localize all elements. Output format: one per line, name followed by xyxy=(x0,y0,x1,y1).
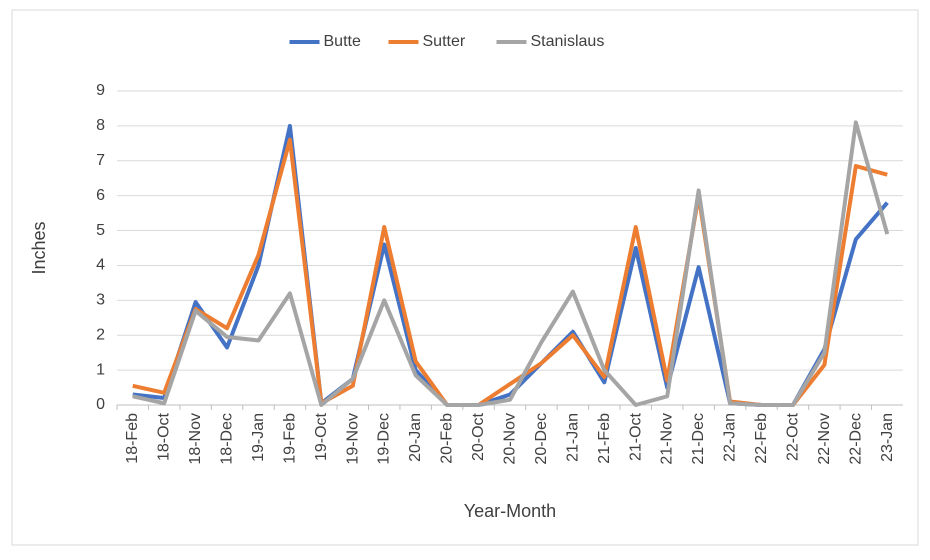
legend-label: Stanislaus xyxy=(531,33,605,50)
x-tick-label: 20-Feb xyxy=(439,413,456,464)
y-tick-label: 9 xyxy=(96,82,105,99)
x-tick-label: 21-Dec xyxy=(690,413,707,465)
legend-label: Butte xyxy=(324,33,361,50)
x-tick-label: 20-Oct xyxy=(470,412,487,461)
x-tick-label: 19-Nov xyxy=(344,413,361,465)
y-tick-label: 2 xyxy=(96,326,105,343)
x-tick-label: 18-Feb xyxy=(124,413,141,464)
y-tick-label: 8 xyxy=(96,117,105,134)
x-tick-label: 19-Dec xyxy=(376,413,393,465)
chart-frame xyxy=(11,9,919,546)
x-tick-label: 18-Nov xyxy=(187,413,204,465)
x-tick-label: 22-Oct xyxy=(784,412,801,461)
x-tick-label: 20-Nov xyxy=(502,413,519,465)
y-tick-label: 0 xyxy=(96,396,105,413)
series-line xyxy=(132,120,890,407)
x-tick-label: 20-Jan xyxy=(407,413,424,462)
x-tick-label: 20-Dec xyxy=(533,413,550,465)
x-axis-label: Year-Month xyxy=(464,501,556,521)
y-tick-label: 5 xyxy=(96,222,105,239)
y-tick-label: 7 xyxy=(96,152,105,169)
x-tick-label: 18-Dec xyxy=(219,413,236,465)
x-tick-label: 21-Oct xyxy=(627,412,644,461)
x-tick-label: 22-Feb xyxy=(753,413,770,464)
x-tick-label: 18-Oct xyxy=(156,412,173,461)
x-tick-label: 22-Dec xyxy=(847,413,864,465)
x-tick-label: 19-Oct xyxy=(313,412,330,461)
y-tick-label: 3 xyxy=(96,292,105,309)
x-tick-label: 22-Nov xyxy=(816,413,833,465)
y-tick-label: 1 xyxy=(96,361,105,378)
x-tick-label: 21-Jan xyxy=(564,413,581,462)
x-tick-label: 23-Jan xyxy=(879,413,896,462)
y-axis-label: Inches xyxy=(29,221,49,274)
y-tick-label: 6 xyxy=(96,187,105,204)
legend-label: Sutter xyxy=(423,33,466,50)
x-tick-label: 22-Jan xyxy=(722,413,739,462)
x-tick-label: 19-Jan xyxy=(250,413,267,462)
x-tick-label: 21-Nov xyxy=(659,413,676,465)
y-tick-label: 4 xyxy=(96,257,105,274)
x-tick-label: 19-Feb xyxy=(281,413,298,464)
x-tick-label: 21-Feb xyxy=(596,413,613,464)
